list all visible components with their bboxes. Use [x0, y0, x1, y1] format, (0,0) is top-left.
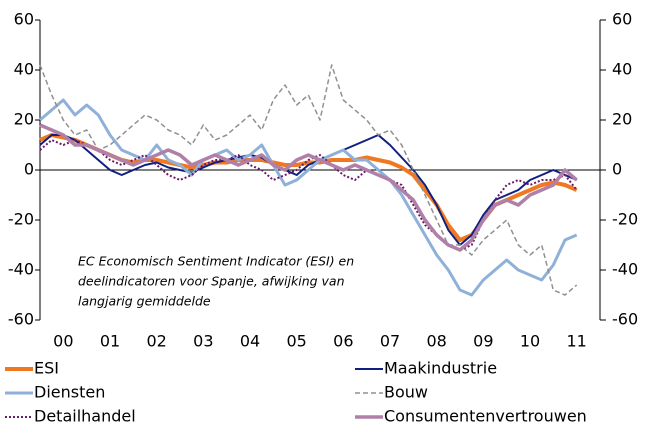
x-tick-label: 08 [426, 332, 446, 351]
series-line [39, 123, 578, 252]
x-tick-label: 04 [240, 332, 260, 351]
legend-label: Consumentenvertrouwen [384, 407, 587, 425]
series-line [39, 134, 578, 246]
legend-label: Diensten [34, 383, 105, 402]
x-tick-label: 09 [473, 332, 493, 351]
y-tick-label: 60 [14, 10, 34, 29]
annotation: deelindicatoren voor Spanje, afwijking v… [78, 274, 345, 289]
legend-label: Bouw [384, 383, 428, 402]
x-tick-label: 10 [520, 332, 540, 351]
y-tick-label: -20 [8, 210, 34, 229]
y-tick-label: -60 [8, 310, 34, 329]
x-tick-label: 00 [53, 332, 73, 351]
x-tick-label: 05 [286, 332, 306, 351]
y2-tick-label: 60 [612, 10, 632, 29]
x-tick-label: 02 [146, 332, 166, 351]
x-tick-label: 01 [100, 332, 120, 351]
y2-tick-label: 40 [612, 60, 632, 79]
y2-tick-label: -40 [612, 260, 638, 279]
y-tick-label: 20 [14, 110, 34, 129]
y2-tick-label: 20 [612, 110, 632, 129]
y2-tick-label: -20 [612, 210, 638, 229]
legend-label: Detailhandel [34, 407, 136, 425]
series-line [39, 139, 578, 251]
series-line [39, 98, 578, 297]
y2-tick-label: 0 [612, 160, 622, 179]
annotation: langjarig gemiddelde [78, 294, 211, 309]
x-tick-label: 03 [193, 332, 213, 351]
y2-tick-label: -60 [612, 310, 638, 329]
annotation: EC Economisch Sentiment Indicator (ESI) … [78, 254, 354, 269]
legend-label: Maakindustrie [384, 359, 497, 378]
x-tick-label: 11 [566, 332, 586, 351]
y-tick-label: 0 [24, 160, 34, 179]
x-tick-label: 07 [380, 332, 400, 351]
series-line [39, 64, 578, 296]
legend-label: ESI [34, 359, 59, 378]
x-tick-label: 06 [333, 332, 353, 351]
y-tick-label: -40 [8, 260, 34, 279]
y-tick-label: 40 [14, 60, 34, 79]
